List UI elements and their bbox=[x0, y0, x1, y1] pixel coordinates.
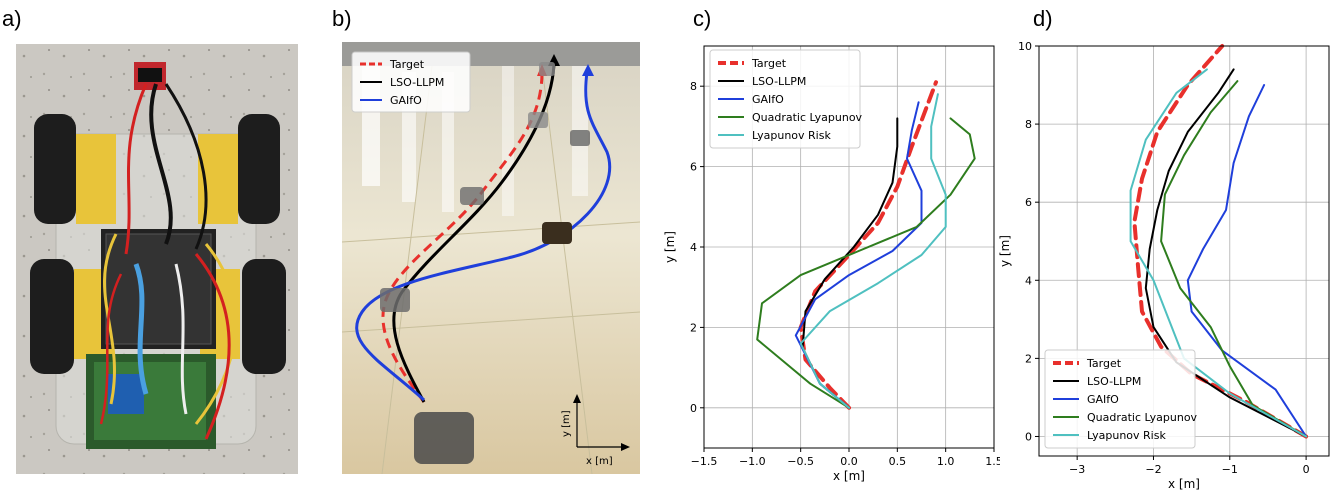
chart-c-series-target bbox=[798, 80, 938, 410]
chart-d: −3 −2 −1 0 0 2 4 6 8 10 x [m] y [m] Target LSO-LLPM GA… bbox=[998, 40, 1330, 491]
chart-d-xtick-label: 0 bbox=[1303, 463, 1310, 476]
chart-c: −1.5 −1.0 −0.5 0.0 0.5 1.0 1.5 0 2 4 6 8 x [m] y [m] T… bbox=[663, 45, 1000, 483]
chart-d-legend-label: Target bbox=[1086, 357, 1122, 370]
chart-c-ylabel: y [m] bbox=[663, 231, 677, 263]
chart-c-series-quadratic-lyapunov bbox=[756, 117, 976, 409]
chart-d-series-lyapunov-risk bbox=[1129, 68, 1308, 438]
chart-c-xtick-label: 0.5 bbox=[889, 455, 907, 468]
photo-legend-lso: LSO-LLPM bbox=[390, 76, 444, 89]
chart-d-series-quadratic-lyapunov bbox=[1160, 80, 1308, 438]
chart-c-legend-label: LSO-LLPM bbox=[752, 75, 806, 88]
photo-legend-target: Target bbox=[389, 58, 425, 71]
chart-c-xtick-label: −1.5 bbox=[691, 455, 718, 468]
panel-d-label: d) bbox=[1033, 6, 1053, 31]
chart-d-ylabel: y [m] bbox=[998, 235, 1012, 267]
chart-d-frame bbox=[1038, 45, 1330, 457]
chart-c-legend-label: GAIfO bbox=[752, 93, 784, 106]
chart-d-xtick-label: −2 bbox=[1145, 463, 1161, 476]
chart-d-legend-label: GAIfO bbox=[1087, 393, 1119, 406]
chart-d-ytick-label: 2 bbox=[1025, 352, 1032, 365]
chart-c-xtick-label: 1.5 bbox=[985, 455, 1000, 468]
chart-c-xtick-label: 0.0 bbox=[840, 455, 858, 468]
chart-d-ytick-label: 0 bbox=[1025, 430, 1032, 443]
photo-axis-x-label: x [m] bbox=[586, 456, 613, 467]
chart-d-ytick-label: 4 bbox=[1025, 274, 1032, 287]
chart-c-xlabel: x [m] bbox=[833, 469, 865, 483]
chart-d-series-target bbox=[1132, 44, 1309, 439]
photo-axis-y-label: y [m] bbox=[561, 410, 572, 437]
photo-legend-box bbox=[351, 51, 471, 113]
chart-c-ytick-label: 6 bbox=[690, 161, 697, 174]
chart-d-xtick-label: −1 bbox=[1222, 463, 1238, 476]
chart-c-legend-label: Lyapunov Risk bbox=[752, 129, 831, 142]
chart-c-series-lyapunov-risk bbox=[799, 93, 947, 409]
chart-c-series-lso-llpm bbox=[801, 117, 899, 409]
chart-d-series-gaifo bbox=[1186, 84, 1308, 438]
chart-d-legend-label: Quadratic Lyapunov bbox=[1087, 411, 1198, 424]
panel-b-label: b) bbox=[332, 6, 352, 31]
chart-d-legend-label: Lyapunov Risk bbox=[1087, 429, 1166, 442]
floor-trajectory-photo: Target LSO-LLPM GAIfO y [m] x [m] bbox=[342, 42, 640, 474]
chart-d-xtick-label: −3 bbox=[1069, 463, 1085, 476]
robot-car-illustration bbox=[16, 44, 298, 474]
panel-c-label: c) bbox=[693, 6, 712, 31]
chart-c-ytick-label: 4 bbox=[690, 241, 697, 254]
chart-c-xtick-label: −0.5 bbox=[787, 455, 814, 468]
chart-c-xtick-label: −1.0 bbox=[739, 455, 766, 468]
chart-c-ytick-label: 2 bbox=[690, 321, 697, 334]
chart-d-legend-label: LSO-LLPM bbox=[1087, 375, 1141, 388]
chart-d-ytick-label: 10 bbox=[1018, 40, 1032, 53]
chart-d-xlabel: x [m] bbox=[1168, 477, 1200, 491]
chart-c-xtick-label: 1.0 bbox=[937, 455, 955, 468]
photo-legend-gaifo: GAIfO bbox=[390, 94, 422, 107]
chart-d-legend-box bbox=[1044, 349, 1196, 449]
chart-d-ytick-label: 8 bbox=[1025, 118, 1032, 131]
chart-c-legend-label: Target bbox=[751, 57, 787, 70]
chart-c-ytick-label: 0 bbox=[690, 402, 697, 415]
chart-d-ytick-label: 6 bbox=[1025, 196, 1032, 209]
chart-c-legend-label: Quadratic Lyapunov bbox=[752, 111, 863, 124]
robot-car-photo bbox=[16, 44, 298, 474]
chart-d-legend: Target LSO-LLPM GAIfO Quadratic Lyapunov Lya… bbox=[1044, 349, 1198, 449]
panel-a-label: a) bbox=[2, 6, 22, 31]
chart-c-ytick-label: 8 bbox=[690, 80, 697, 93]
chart-c-legend-box bbox=[709, 49, 861, 149]
floor-photo-illustration: Target LSO-LLPM GAIfO y [m] x [m] bbox=[342, 42, 640, 474]
chart-c-legend: Target LSO-LLPM GAIfO Quadratic Lyapunov Lya… bbox=[709, 49, 863, 149]
